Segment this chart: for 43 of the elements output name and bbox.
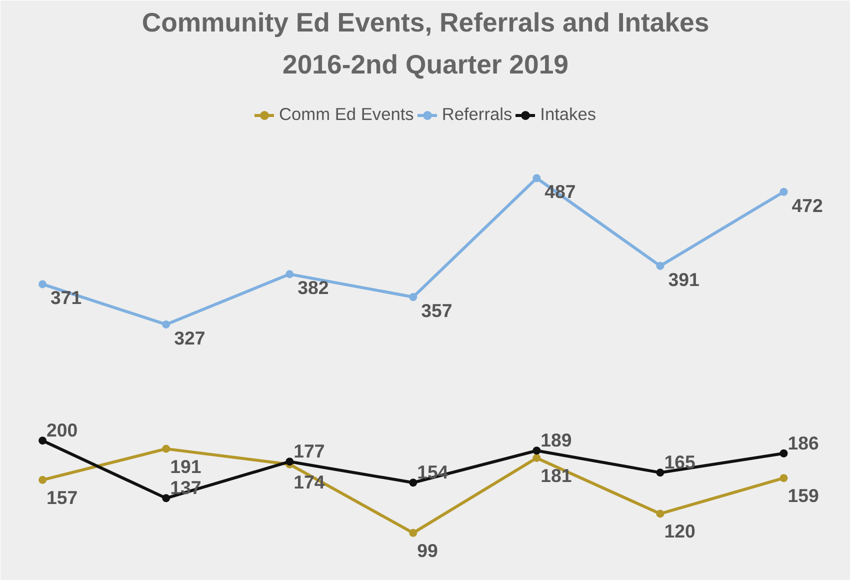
data-label: 177 (294, 440, 325, 462)
data-label: 391 (668, 268, 700, 290)
point (162, 444, 170, 453)
data-label: 165 (664, 452, 696, 473)
data-label: 327 (174, 327, 206, 348)
point (162, 320, 170, 328)
chart-title: Community Ed Events, Referrals and Intakes (142, 8, 710, 38)
data-label: 186 (788, 432, 819, 454)
data-label: 159 (788, 485, 819, 506)
data-label: 120 (664, 520, 696, 542)
point (38, 280, 47, 288)
data-label: 200 (46, 420, 78, 441)
chart-subtitle: 2016-2nd Quarter 2019 (282, 50, 568, 80)
data-label: 191 (170, 456, 202, 477)
point (409, 293, 418, 302)
data-label: 99 (417, 540, 438, 561)
data-label: 357 (421, 300, 452, 322)
data-label: 382 (298, 277, 329, 298)
point (532, 454, 541, 462)
point (780, 474, 788, 482)
legend-label: Intakes (540, 104, 596, 125)
legend-label: Comm Ed Events (279, 104, 414, 125)
point (38, 436, 47, 445)
point (286, 458, 294, 466)
point (409, 478, 418, 487)
data-label: 174 (294, 471, 326, 492)
point (286, 270, 294, 278)
data-label: 181 (540, 464, 572, 486)
data-label: 472 (792, 194, 823, 216)
point (532, 446, 541, 455)
data-label: 189 (540, 430, 572, 451)
point (38, 476, 47, 484)
point (409, 528, 418, 537)
point (532, 174, 541, 182)
point (656, 262, 664, 270)
point (780, 188, 788, 196)
data-label: 157 (46, 486, 78, 508)
point (780, 449, 788, 458)
legend-label: Referrals (442, 104, 512, 125)
point (656, 468, 664, 477)
point (656, 510, 664, 518)
data-label: 371 (50, 287, 82, 308)
point (162, 494, 170, 502)
